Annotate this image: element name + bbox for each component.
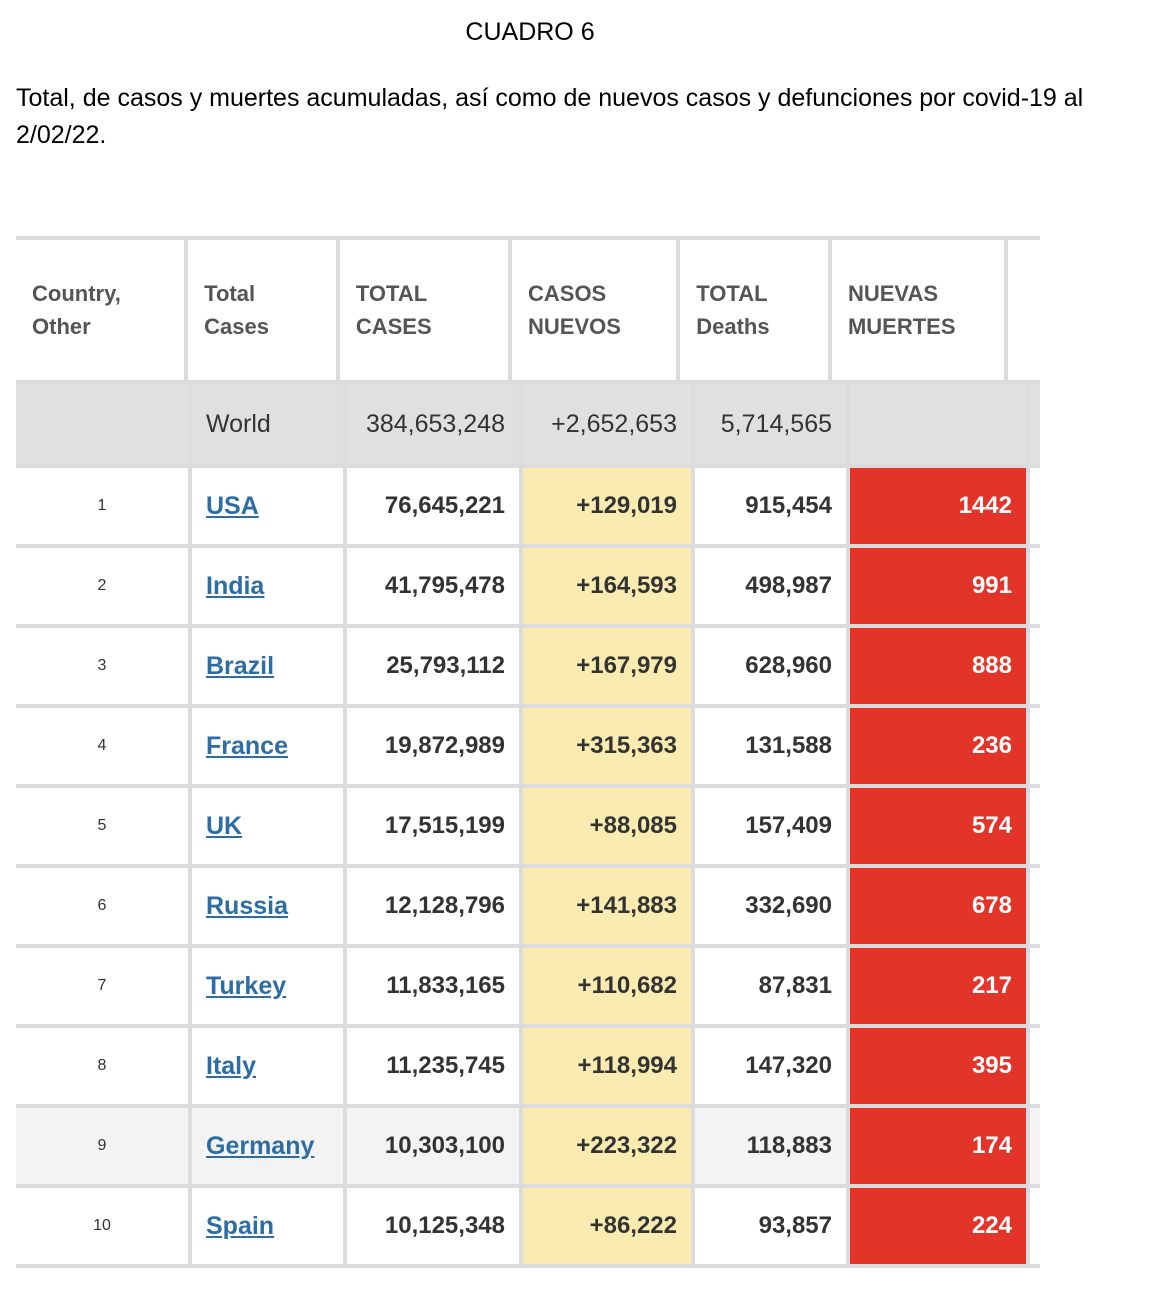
header-total-cases-upper[interactable]: TOTAL CASES xyxy=(340,240,512,380)
new-cases-cell: +223,322 xyxy=(523,1108,695,1184)
country-cell: Russia xyxy=(192,868,347,944)
new-deaths-cell: 678 xyxy=(850,868,1030,944)
country-cell: France xyxy=(192,708,347,784)
new-cases-cell: +118,994 xyxy=(523,1028,695,1104)
country-link[interactable]: Brazil xyxy=(206,651,275,680)
table-row: 8 Italy 11,235,745 +118,994 147,320 395 xyxy=(16,1028,1040,1108)
country-cell: Brazil xyxy=(192,628,347,704)
total-cases-cell: 41,795,478 xyxy=(347,548,523,624)
new-cases-cell: +164,593 xyxy=(523,548,695,624)
table-row: 6 Russia 12,128,796 +141,883 332,690 678 xyxy=(16,868,1040,948)
total-cases-cell: 76,645,221 xyxy=(347,468,523,544)
total-deaths-cell: 147,320 xyxy=(695,1028,850,1104)
new-deaths-cell: 236 xyxy=(850,708,1030,784)
rank-cell: 10 xyxy=(16,1188,192,1264)
total-deaths-cell: 131,588 xyxy=(695,708,850,784)
country-link[interactable]: Spain xyxy=(206,1211,275,1240)
rank-cell: 1 xyxy=(16,468,192,544)
header-new-deaths[interactable]: NUEVAS MUERTES xyxy=(832,240,1008,380)
total-deaths-cell: 157,409 xyxy=(695,788,850,864)
total-deaths-cell: 332,690 xyxy=(695,868,850,944)
country-cell: Germany xyxy=(192,1108,347,1184)
country-link[interactable]: France xyxy=(206,731,288,760)
table-caption: Total, de casos y muertes acumuladas, as… xyxy=(16,84,1084,149)
new-deaths-cell: 217 xyxy=(850,948,1030,1024)
world-total-deaths: 5,714,565 xyxy=(695,384,850,464)
total-cases-cell: 17,515,199 xyxy=(347,788,523,864)
country-cell: India xyxy=(192,548,347,624)
covid-table: Country, Other Total Cases TOTAL CASES C… xyxy=(16,236,1040,1268)
table-row: 1 USA 76,645,221 +129,019 915,454 1442 xyxy=(16,468,1040,548)
table-header-row: Country, Other Total Cases TOTAL CASES C… xyxy=(16,236,1040,384)
new-deaths-cell: 574 xyxy=(850,788,1030,864)
new-cases-cell: +167,979 xyxy=(523,628,695,704)
total-deaths-cell: 915,454 xyxy=(695,468,850,544)
rank-cell: 3 xyxy=(16,628,192,704)
new-cases-cell: +315,363 xyxy=(523,708,695,784)
new-deaths-cell: 888 xyxy=(850,628,1030,704)
total-cases-cell: 25,793,112 xyxy=(347,628,523,704)
table-row: 4 France 19,872,989 +315,363 131,588 236 xyxy=(16,708,1040,788)
total-cases-cell: 11,235,745 xyxy=(347,1028,523,1104)
total-deaths-cell: 118,883 xyxy=(695,1108,850,1184)
new-deaths-cell: 174 xyxy=(850,1108,1030,1184)
new-deaths-cell: 224 xyxy=(850,1188,1030,1264)
new-cases-cell: +129,019 xyxy=(523,468,695,544)
header-total-deaths[interactable]: TOTAL Deaths xyxy=(680,240,832,380)
rank-cell: 5 xyxy=(16,788,192,864)
header-total-cases[interactable]: Total Cases xyxy=(188,240,340,380)
document-title: CUADRO 6 xyxy=(465,18,595,46)
total-cases-cell: 11,833,165 xyxy=(347,948,523,1024)
table-body: 1 USA 76,645,221 +129,019 915,454 1442 2 India 4… xyxy=(16,468,1040,1268)
header-new-cases[interactable]: CASOS NUEVOS xyxy=(512,240,681,380)
table-row: 9 Germany 10,303,100 +223,322 118,883 174 xyxy=(16,1108,1040,1188)
country-link[interactable]: UK xyxy=(206,811,243,840)
total-deaths-cell: 628,960 xyxy=(695,628,850,704)
rank-cell: 9 xyxy=(16,1108,192,1184)
rank-cell: 4 xyxy=(16,708,192,784)
world-new-deaths xyxy=(850,384,1030,464)
table-row: 2 India 41,795,478 +164,593 498,987 991 xyxy=(16,548,1040,628)
total-cases-cell: 10,125,348 xyxy=(347,1188,523,1264)
rank-cell: 8 xyxy=(16,1028,192,1104)
new-deaths-cell: 991 xyxy=(850,548,1030,624)
country-link[interactable]: Germany xyxy=(206,1131,315,1160)
table-row: 5 UK 17,515,199 +88,085 157,409 574 xyxy=(16,788,1040,868)
new-cases-cell: +88,085 xyxy=(523,788,695,864)
country-link[interactable]: India xyxy=(206,571,265,600)
new-cases-cell: +110,682 xyxy=(523,948,695,1024)
world-name: World xyxy=(192,384,347,464)
country-cell: Spain xyxy=(192,1188,347,1264)
world-total-cases: 384,653,248 xyxy=(347,384,523,464)
rank-cell: 2 xyxy=(16,548,192,624)
new-deaths-cell: 395 xyxy=(850,1028,1030,1104)
new-deaths-cell: 1442 xyxy=(850,468,1030,544)
total-deaths-cell: 498,987 xyxy=(695,548,850,624)
country-cell: Turkey xyxy=(192,948,347,1024)
world-rank-cell xyxy=(16,384,192,464)
country-link[interactable]: Italy xyxy=(206,1051,257,1080)
country-cell: USA xyxy=(192,468,347,544)
header-extra xyxy=(1008,240,1040,380)
table-row: 7 Turkey 11,833,165 +110,682 87,831 217 xyxy=(16,948,1040,1028)
total-cases-cell: 10,303,100 xyxy=(347,1108,523,1184)
country-link[interactable]: USA xyxy=(206,491,259,520)
total-cases-cell: 19,872,989 xyxy=(347,708,523,784)
country-link[interactable]: Russia xyxy=(206,891,288,920)
total-deaths-cell: 87,831 xyxy=(695,948,850,1024)
rank-cell: 7 xyxy=(16,948,192,1024)
new-cases-cell: +86,222 xyxy=(523,1188,695,1264)
country-cell: Italy xyxy=(192,1028,347,1104)
world-row: World 384,653,248 +2,652,653 5,714,565 xyxy=(16,384,1040,468)
country-cell: UK xyxy=(192,788,347,864)
country-link[interactable]: Turkey xyxy=(206,971,287,1000)
table-row: 10 Spain 10,125,348 +86,222 93,857 224 xyxy=(16,1188,1040,1268)
header-country[interactable]: Country, Other xyxy=(16,240,189,380)
new-cases-cell: +141,883 xyxy=(523,868,695,944)
total-deaths-cell: 93,857 xyxy=(695,1188,850,1264)
rank-cell: 6 xyxy=(16,868,192,944)
total-cases-cell: 12,128,796 xyxy=(347,868,523,944)
world-new-cases: +2,652,653 xyxy=(523,384,695,464)
table-row: 3 Brazil 25,793,112 +167,979 628,960 888 xyxy=(16,628,1040,708)
